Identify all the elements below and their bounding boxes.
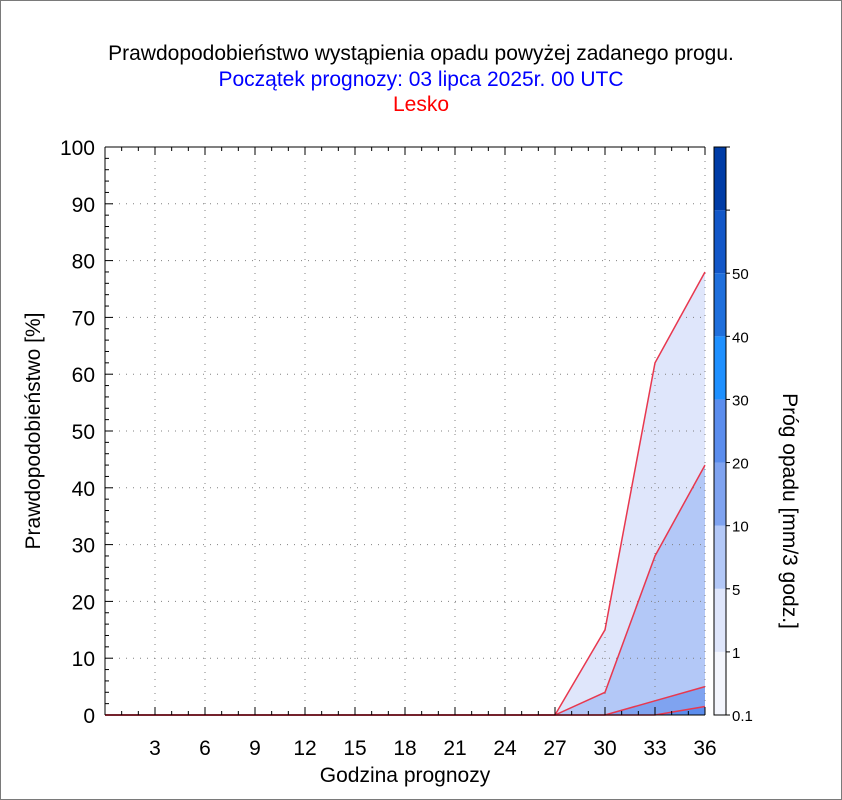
- plot-area: [105, 147, 705, 715]
- colorbar-band-2: [714, 525, 726, 589]
- y-tick-label-4: 40: [72, 478, 95, 501]
- colorbar-label-3: 10: [732, 519, 749, 536]
- colorbar-band-1: [714, 588, 726, 652]
- forecast-start-subtitle: Początek prognozy: 03 lipca 2025r. 00 UT…: [218, 68, 624, 91]
- x-tick-label-9: 30: [593, 737, 616, 760]
- y-tick-label-5: 50: [72, 421, 95, 444]
- colorbar-label-0: 0.1: [732, 708, 753, 725]
- colorbar-label-6: 40: [732, 329, 749, 346]
- x-tick-label-1: 6: [199, 737, 211, 760]
- y-tick-label-9: 90: [72, 194, 95, 217]
- x-tick-label-0: 3: [149, 737, 161, 760]
- x-tick-label-6: 21: [443, 737, 466, 760]
- y-tick-label-7: 70: [72, 307, 95, 330]
- colorbar-label-7: 50: [732, 266, 749, 283]
- colorbar-band-5: [714, 336, 726, 400]
- y-tick-label-2: 20: [72, 591, 95, 614]
- location-label: Lesko: [392, 93, 450, 116]
- colorbar-band-7: [714, 210, 726, 274]
- colorbar-band-3: [714, 462, 726, 526]
- area-threshold-1: [105, 465, 705, 715]
- y-axis-label: Prawdopodobieństwo [%]: [22, 313, 45, 550]
- colorbar-title: Próg opadu [mm/3 godz.]: [778, 393, 801, 629]
- colorbar-label-1: 1: [732, 645, 740, 662]
- x-tick-label-2: 9: [249, 737, 261, 760]
- y-tick-label-6: 60: [72, 364, 95, 387]
- colorbar-band-0: [714, 651, 726, 715]
- x-axis-label: Godzina prognozy: [320, 764, 491, 787]
- y-tick-label-8: 80: [72, 251, 95, 274]
- colorbar-label-2: 5: [732, 582, 740, 599]
- x-tick-label-7: 24: [493, 737, 517, 760]
- colorbar-band-4: [714, 399, 726, 463]
- x-tick-label-8: 27: [543, 737, 566, 760]
- x-tick-label-3: 12: [293, 737, 316, 760]
- x-tick-label-11: 36: [693, 737, 716, 760]
- x-tick-label-4: 15: [343, 737, 366, 760]
- colorbar-band-6: [714, 273, 726, 337]
- chart-title: Prawdopodobieństwo wystąpienia opadu pow…: [108, 42, 734, 65]
- y-tick-label-10: 100: [60, 137, 95, 160]
- x-tick-label-5: 18: [393, 737, 416, 760]
- y-tick-label-3: 30: [72, 535, 95, 558]
- y-tick-label-1: 10: [72, 648, 95, 671]
- colorbar-band-8: [714, 147, 726, 211]
- y-tick-label-0: 0: [83, 705, 95, 728]
- area-threshold-2: [105, 686, 705, 715]
- x-tick-label-10: 33: [643, 737, 666, 760]
- colorbar-frame: [713, 146, 727, 716]
- colorbar-label-4: 20: [732, 456, 749, 473]
- colorbar-label-5: 30: [732, 392, 749, 409]
